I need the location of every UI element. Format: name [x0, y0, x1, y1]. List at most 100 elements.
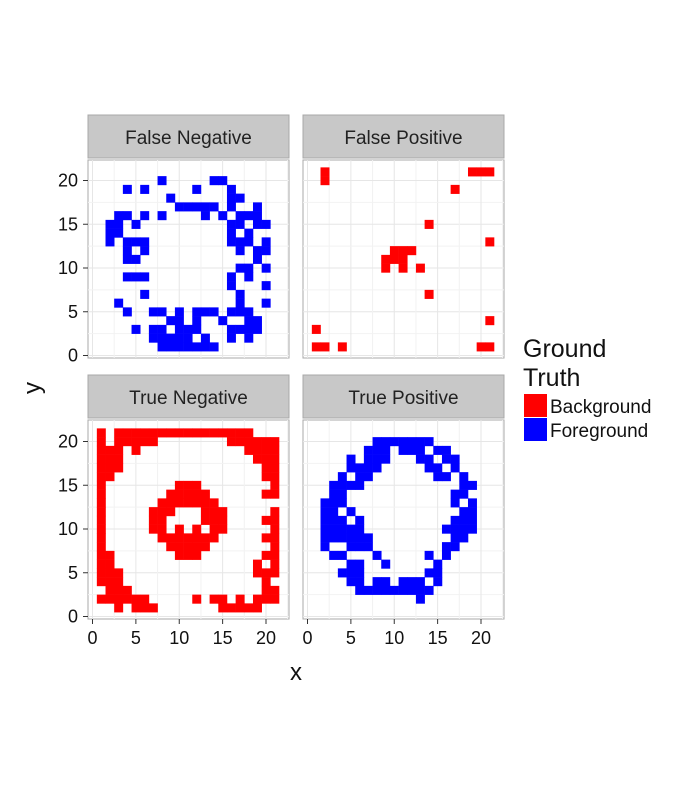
heatmap-cell: [441, 550, 451, 560]
heatmap-cell: [329, 533, 339, 543]
heatmap-cell: [174, 333, 184, 343]
heatmap-cell: [363, 472, 373, 482]
heatmap-cell: [166, 498, 176, 508]
y-tick-label: 0: [68, 346, 78, 366]
heatmap-cell: [244, 237, 254, 247]
heatmap-cell: [200, 515, 210, 525]
heatmap-cell: [105, 585, 115, 595]
heatmap-cell: [96, 454, 106, 464]
x-tick-label: 10: [169, 628, 189, 648]
x-tick-label: 0: [302, 628, 312, 648]
heatmap-cell: [218, 176, 228, 186]
heatmap-cell: [244, 316, 254, 326]
heatmap-cell: [200, 342, 210, 352]
heatmap-cell: [355, 542, 365, 552]
heatmap-cell: [235, 307, 245, 317]
heatmap-cell: [389, 246, 399, 256]
heatmap-cell: [174, 202, 184, 212]
heatmap-cell: [320, 533, 330, 543]
heatmap-cell: [329, 524, 339, 534]
heatmap-cell: [157, 515, 167, 525]
heatmap-cell: [105, 219, 115, 229]
heatmap-cell: [235, 237, 245, 247]
heatmap-cell: [218, 515, 228, 525]
facet-strip-label: True Negative: [129, 388, 248, 409]
heatmap-cell: [200, 542, 210, 552]
heatmap-cell: [174, 489, 184, 499]
y-tick-label: 5: [68, 302, 78, 322]
heatmap-cell: [96, 515, 106, 525]
heatmap-cell: [252, 316, 262, 326]
heatmap-cell: [389, 585, 399, 595]
heatmap-cell: [174, 498, 184, 508]
heatmap-cell: [441, 454, 451, 464]
heatmap-cell: [183, 333, 193, 343]
heatmap-cell: [424, 585, 434, 595]
heatmap-cell: [252, 445, 262, 455]
heatmap-cell: [244, 445, 254, 455]
heatmap-cell: [433, 559, 443, 569]
heatmap-cell: [96, 507, 106, 517]
heatmap-cell: [140, 603, 150, 613]
heatmap-cell: [372, 454, 382, 464]
heatmap-cell: [131, 594, 141, 604]
heatmap-cell: [450, 463, 460, 473]
heatmap-cell: [261, 585, 271, 595]
heatmap-cell: [252, 568, 262, 578]
heatmap-cell: [346, 533, 356, 543]
y-tick-label: 10: [58, 258, 78, 278]
heatmap-cell: [131, 603, 141, 613]
heatmap-cell: [226, 228, 236, 238]
heatmap-cell: [183, 342, 193, 352]
heatmap-cell: [105, 237, 115, 247]
facet-strip-label: True Positive: [348, 388, 458, 409]
heatmap-cell: [320, 498, 330, 508]
heatmap-cell: [270, 559, 280, 569]
heatmap-cell: [320, 524, 330, 534]
heatmap-cell: [140, 289, 150, 299]
facet-strip-label: False Negative: [125, 128, 252, 149]
heatmap-cell: [183, 533, 193, 543]
heatmap-cell: [122, 254, 132, 264]
heatmap-cell: [114, 603, 124, 613]
heatmap-cell: [131, 324, 141, 334]
heatmap-cell: [96, 594, 106, 604]
heatmap-cell: [398, 445, 408, 455]
heatmap-cell: [270, 454, 280, 464]
heatmap-cell: [183, 324, 193, 334]
heatmap-cell: [381, 454, 391, 464]
facet-strip-label: False Positive: [344, 128, 462, 149]
heatmap-cell: [355, 568, 365, 578]
x-tick-label: 20: [256, 628, 276, 648]
heatmap-cell: [96, 524, 106, 534]
heatmap-cell: [346, 463, 356, 473]
heatmap-cell: [200, 498, 210, 508]
heatmap-cell: [381, 437, 391, 447]
y-axis-title: y: [19, 382, 46, 394]
heatmap-cell: [363, 454, 373, 464]
heatmap-cell: [122, 211, 132, 221]
x-tick-label: 15: [213, 628, 233, 648]
heatmap-cell: [337, 524, 347, 534]
heatmap-cell: [459, 533, 469, 543]
heatmap-cell: [200, 489, 210, 499]
heatmap-cell: [261, 515, 271, 525]
heatmap-cell: [424, 289, 434, 299]
heatmap-cell: [270, 489, 280, 499]
heatmap-cell: [183, 202, 193, 212]
heatmap-cell: [105, 550, 115, 560]
heatmap-cell: [372, 437, 382, 447]
heatmap-cell: [148, 428, 158, 438]
heatmap-cell: [226, 272, 236, 282]
heatmap-cell: [372, 445, 382, 455]
heatmap-cell: [114, 228, 124, 238]
heatmap-cell: [114, 445, 124, 455]
heatmap-cell: [261, 437, 271, 447]
heatmap-cell: [329, 498, 339, 508]
heatmap-cell: [200, 533, 210, 543]
heatmap-cells: [96, 428, 280, 613]
heatmap-cell: [329, 550, 339, 560]
heatmap-cell: [131, 272, 141, 282]
y-tick-label: 5: [68, 563, 78, 583]
heatmap-cell: [140, 211, 150, 221]
